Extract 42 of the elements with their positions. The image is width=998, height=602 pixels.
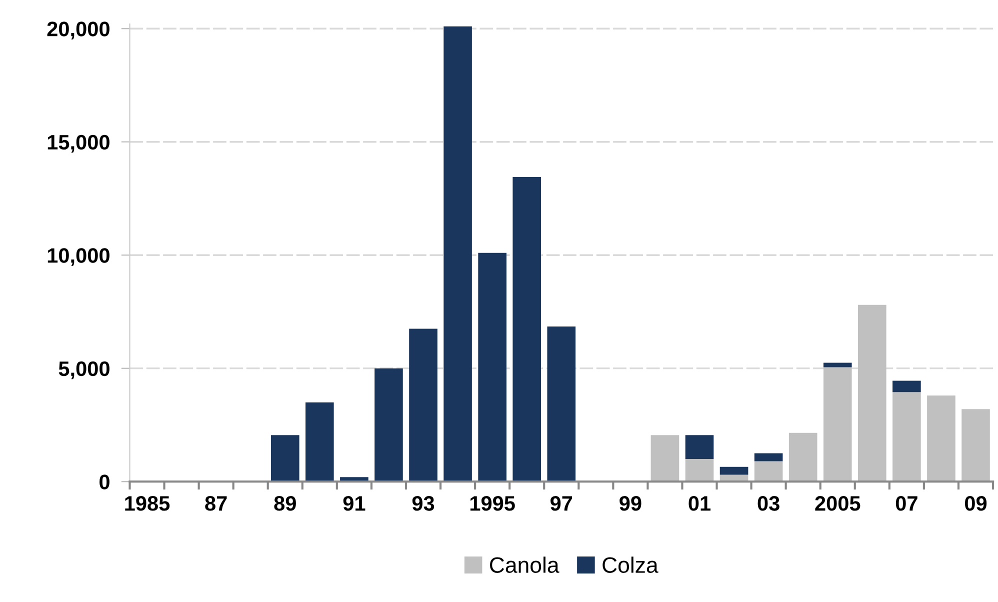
bar: [962, 409, 990, 482]
bar: [444, 26, 472, 482]
x-tick-label: 87: [205, 496, 227, 511]
y-tick-label: 20,000: [47, 22, 110, 40]
x-tick-label: 97: [550, 496, 572, 511]
bar: [754, 453, 783, 462]
bar: [306, 402, 334, 482]
x-tick-label: 1985: [125, 496, 170, 511]
bar: [512, 176, 541, 482]
bar: [823, 367, 852, 482]
bar: [685, 435, 714, 459]
bar: [788, 432, 818, 482]
bar: [858, 304, 886, 482]
legend-label: Colza: [602, 556, 658, 573]
bar: [478, 252, 506, 482]
bar: [720, 466, 748, 475]
bar: [685, 458, 714, 482]
x-tick-label: 91: [343, 496, 366, 511]
y-tick-label: 15,000: [48, 134, 110, 153]
bar: [409, 328, 438, 482]
legend-label: Canola: [490, 556, 560, 573]
bar: [270, 435, 300, 482]
bar: [892, 392, 921, 482]
bar: [892, 380, 921, 392]
x-tick-label: 2005: [815, 496, 860, 511]
bar: [927, 396, 956, 482]
x-tick-label: 93: [412, 496, 434, 511]
y-tick-label: 10,000: [48, 248, 110, 266]
bar: [754, 461, 783, 482]
bar: [374, 368, 403, 482]
x-tick-label: 09: [964, 496, 987, 511]
x-tick-label: 01: [688, 496, 711, 511]
y-tick-label: 0: [100, 474, 110, 490]
bar: [547, 326, 576, 482]
x-tick-label: 07: [896, 496, 918, 511]
x-tick-label: 1995: [470, 496, 515, 511]
y-tick-label: 5,000: [58, 361, 110, 380]
x-tick-label: 89: [274, 496, 296, 511]
bar: [650, 435, 680, 482]
x-tick-label: 03: [758, 496, 780, 511]
x-tick-label: 99: [620, 496, 642, 511]
bar: [823, 362, 852, 368]
